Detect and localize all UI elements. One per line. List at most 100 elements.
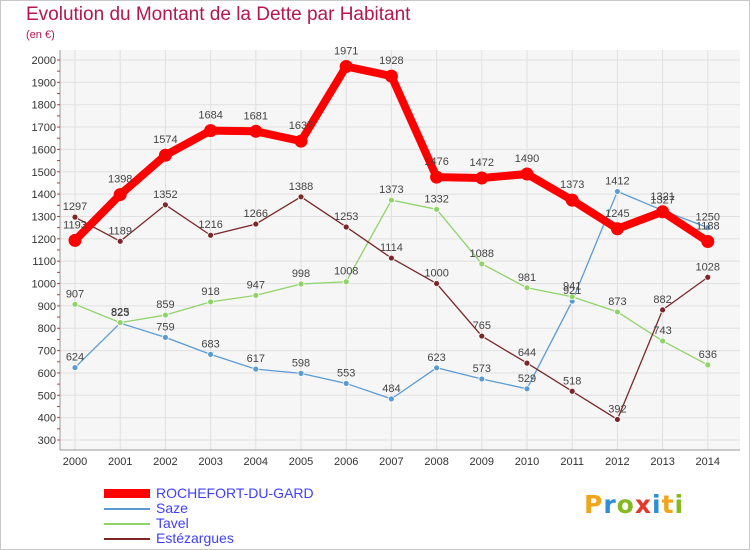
- data-point: [158, 148, 172, 162]
- data-point: [116, 237, 124, 245]
- x-tick-label: 2009: [470, 456, 494, 468]
- data-point: [387, 254, 395, 262]
- x-tick-label: 2014: [696, 456, 720, 468]
- data-label: 947: [247, 279, 265, 291]
- proxiti-logo: Proxiti: [584, 490, 684, 519]
- legend-label: ROCHEFORT-DU-GARD: [156, 485, 314, 501]
- data-label: 1327: [650, 194, 674, 206]
- data-point: [207, 298, 215, 306]
- plot-background: [60, 50, 740, 450]
- data-point: [614, 308, 621, 316]
- data-label: 1000: [424, 268, 448, 280]
- y-tick-label: 500: [38, 390, 56, 402]
- data-label: 1412: [605, 175, 629, 187]
- data-label: 1472: [470, 157, 494, 169]
- logo-letter: i: [652, 490, 662, 519]
- legend-swatch: [104, 538, 150, 540]
- data-point: [565, 193, 579, 207]
- data-point: [478, 260, 486, 268]
- data-point: [659, 337, 666, 345]
- x-tick-label: 2003: [198, 456, 222, 468]
- data-point: [384, 69, 398, 83]
- data-label: 859: [156, 299, 174, 311]
- data-point: [568, 293, 576, 301]
- data-label: 1193: [63, 219, 87, 231]
- data-point: [342, 278, 350, 286]
- data-point: [701, 235, 715, 249]
- data-label: 743: [653, 325, 671, 337]
- data-label: 623: [427, 352, 445, 364]
- data-label: 1971: [334, 45, 358, 57]
- data-label: 1574: [153, 134, 177, 146]
- data-label: 683: [201, 338, 219, 350]
- y-tick-label: 1400: [32, 189, 56, 201]
- data-label: 1637: [289, 120, 313, 132]
- data-point: [339, 59, 353, 73]
- logo-letter: r: [603, 490, 617, 519]
- data-point: [161, 333, 169, 341]
- data-point: [342, 223, 350, 231]
- legend-label: Tavel: [156, 515, 189, 531]
- data-point: [704, 224, 712, 232]
- data-label: 1114: [380, 242, 403, 254]
- data-point: [614, 416, 621, 423]
- data-point: [207, 350, 215, 358]
- logo-letter: P: [584, 490, 604, 519]
- data-label: 484: [382, 383, 400, 395]
- data-label: 392: [608, 403, 626, 415]
- x-tick-label: 2004: [244, 456, 268, 468]
- data-label: 636: [699, 349, 717, 361]
- data-point: [523, 385, 531, 393]
- data-label: 998: [292, 268, 310, 280]
- data-label: 1088: [470, 248, 494, 260]
- data-point: [249, 124, 263, 138]
- data-label: 1266: [244, 208, 268, 220]
- data-label: 529: [518, 373, 536, 385]
- data-label: 624: [66, 352, 84, 364]
- x-tick-label: 2013: [650, 456, 674, 468]
- data-label: 941: [563, 281, 581, 293]
- data-label: 759: [156, 321, 174, 333]
- data-label: 1189: [108, 225, 132, 237]
- data-point: [113, 188, 127, 202]
- data-label: 1681: [244, 110, 268, 122]
- data-point: [71, 364, 79, 371]
- data-label: 1297: [63, 201, 87, 213]
- data-label: 1352: [153, 189, 177, 201]
- data-label: 873: [608, 296, 626, 308]
- grid: [60, 50, 740, 450]
- data-point: [297, 369, 305, 377]
- data-point: [387, 196, 395, 204]
- data-point: [478, 375, 486, 383]
- data-label: 981: [518, 272, 536, 284]
- data-label: 1490: [515, 153, 539, 165]
- x-tick-label: 2006: [334, 456, 358, 468]
- y-tick-label: 300: [38, 435, 56, 447]
- logo-letter: t: [661, 490, 675, 519]
- data-point: [207, 231, 215, 239]
- data-point: [297, 193, 305, 201]
- x-tick-label: 2005: [289, 456, 313, 468]
- data-labels: 624 823 759 683 617 598 553 484 623 573 529 921 1412…: [63, 45, 720, 415]
- x-tick-label: 2012: [605, 456, 629, 468]
- data-point: [252, 365, 260, 373]
- data-point: [614, 188, 621, 195]
- legend-swatch: [104, 489, 150, 498]
- data-point: [161, 201, 169, 209]
- data-point: [568, 387, 576, 395]
- data-label: 518: [563, 375, 581, 387]
- data-label: 825: [111, 307, 129, 319]
- axes: 300 400 500 600 700 800 900 1000 1100 1200 1300 140…: [32, 50, 740, 468]
- x-tick-label: 2010: [515, 456, 539, 468]
- y-tick-label: 700: [38, 346, 56, 358]
- data-point: [523, 359, 531, 367]
- data-label: 921: [563, 285, 581, 297]
- data-point: [252, 291, 260, 299]
- data-label: 617: [247, 353, 265, 365]
- data-label: 765: [473, 320, 491, 332]
- y-tick-label: 600: [38, 368, 56, 380]
- legend-swatch: [104, 523, 150, 525]
- chart-title: Evolution du Montant de la Dette par Hab…: [26, 4, 411, 25]
- data-label: 644: [518, 347, 536, 359]
